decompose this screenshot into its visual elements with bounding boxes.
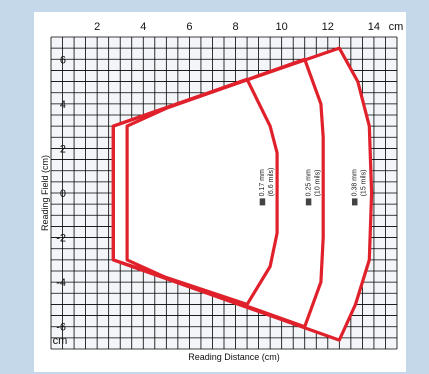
zone-label: 0.25 mm (10 mils) xyxy=(305,169,321,206)
barcode-glyph-icon xyxy=(305,198,312,206)
zone-label-size: 0.25 mm xyxy=(305,169,312,196)
y-tick-label: -6 xyxy=(56,322,66,334)
zone-outline xyxy=(111,46,374,342)
x-tick-label: 6 xyxy=(186,21,192,33)
zones xyxy=(111,46,374,342)
barcode-glyph-icon xyxy=(259,198,266,206)
y-tick-label: 6 xyxy=(60,54,66,66)
x-tick-label: 14 xyxy=(368,21,380,33)
y-axis-title: Reading Field (cm) xyxy=(40,155,50,231)
x-tick-label: 2 xyxy=(94,21,100,33)
x-tick-label: 12 xyxy=(322,21,334,33)
y-tick-label: 2 xyxy=(60,143,66,155)
x-unit-label: cm xyxy=(389,21,404,33)
zone-label-mils: (10 mils) xyxy=(314,170,321,197)
y-tick-label: -2 xyxy=(56,233,66,245)
zone-label-mils: (15 mils) xyxy=(360,170,367,197)
x-axis-title: Reading Distance (cm) xyxy=(188,352,280,362)
zone-labels: 0.17 mm (6.6 mils) 0.25 mm (10 mils) 0.38 mm… xyxy=(259,168,367,206)
zone-area-fill xyxy=(113,48,372,341)
y-unit-label: cm xyxy=(53,335,68,347)
y-tick-labels: 6 4 2 0 -2 -4 -6 xyxy=(56,54,66,333)
barcode-glyph-icon xyxy=(351,198,358,206)
x-tick-label: 8 xyxy=(232,21,238,33)
x-tick-label: 4 xyxy=(140,21,146,33)
x-tick-labels: 2 4 6 8 10 12 14 xyxy=(94,21,380,33)
zone-label-size: 0.38 mm xyxy=(351,169,358,196)
y-tick-label: 0 xyxy=(60,188,66,200)
y-tick-label: -4 xyxy=(56,277,66,289)
zone-label-size: 0.17 mm xyxy=(259,169,266,196)
zone-fills xyxy=(113,48,372,341)
zone-label-mils: (6.6 mils) xyxy=(268,168,275,197)
x-tick-label: 10 xyxy=(276,21,288,33)
y-tick-label: 4 xyxy=(60,99,66,111)
zone-label: 0.17 mm (6.6 mils) xyxy=(259,168,275,206)
zone-label: 0.38 mm (15 mils) xyxy=(351,169,367,206)
